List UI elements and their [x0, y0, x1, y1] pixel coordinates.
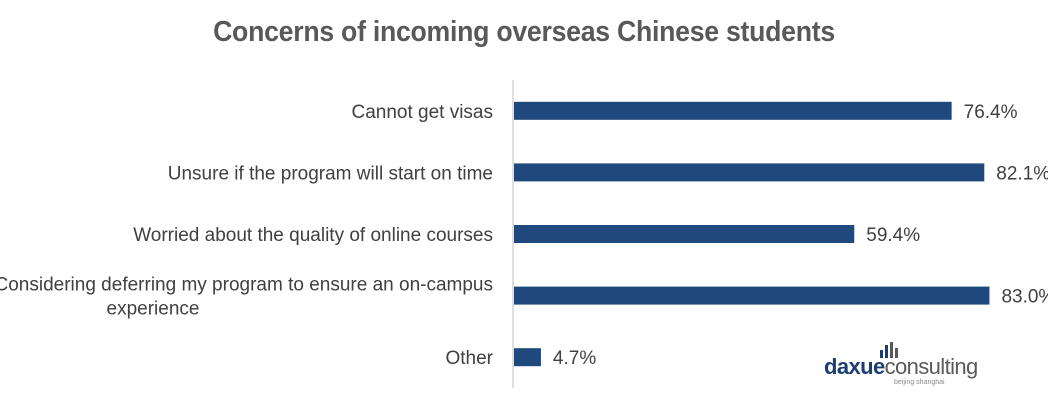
bar-3 [514, 286, 990, 305]
category-label: Considering deferring my program to ensu… [0, 275, 493, 296]
category-label: Other [445, 348, 493, 369]
daxue-consulting-logo: daxueconsulting beijing shanghai [824, 342, 1004, 392]
bar-0 [514, 101, 952, 120]
category-label: Cannot get visas [351, 102, 493, 123]
logo-wordmark: daxueconsulting [824, 354, 978, 379]
category-label: Worried about the quality of online cour… [133, 225, 493, 246]
bar-4 [514, 348, 541, 367]
bar-1 [514, 163, 985, 182]
bar-value-label: 76.4% [964, 102, 1018, 123]
logo-bars-icon [880, 342, 898, 358]
bar-value-label: 82.1% [996, 163, 1048, 184]
bar-value-label: 83.0% [1001, 287, 1048, 308]
category-label: Unsure if the program will start on time [168, 163, 493, 184]
bar-value-label: 4.7% [553, 348, 596, 369]
chart-title: Concerns of incoming overseas Chinese st… [213, 16, 835, 48]
category-label: experience [107, 299, 200, 320]
bar-2 [514, 225, 855, 243]
bar-value-label: 59.4% [866, 225, 920, 246]
logo-subtitle: beijing shanghai [894, 379, 945, 386]
